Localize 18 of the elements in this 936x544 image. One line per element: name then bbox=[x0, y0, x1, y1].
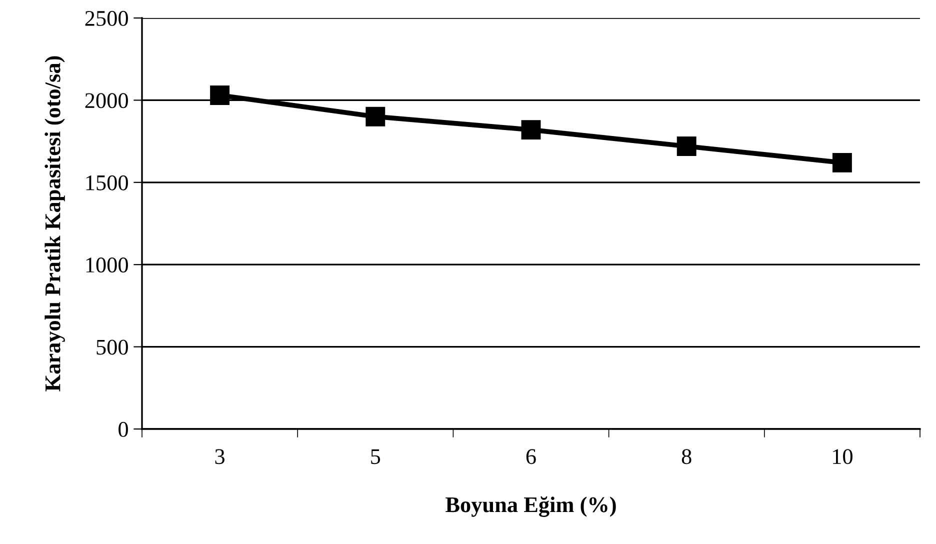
point bbox=[521, 120, 541, 140]
point bbox=[366, 106, 386, 126]
y-tick-label: 500 bbox=[96, 340, 128, 355]
x-tick-label: 6 bbox=[526, 449, 536, 464]
y-tick-label: 1500 bbox=[86, 175, 128, 190]
x-axis-title: Boyuna Eğim (%) bbox=[446, 496, 616, 517]
x-tick-label: 3 bbox=[215, 449, 224, 464]
point bbox=[676, 136, 696, 156]
x-tick-label: 10 bbox=[833, 449, 852, 464]
x-tick-label: 5 bbox=[371, 449, 380, 464]
point bbox=[210, 86, 230, 105]
y-tick-label: 2500 bbox=[85, 10, 128, 26]
y-tick-label: 0 bbox=[118, 422, 128, 437]
y-axis-title: Karayolu Pratik Kapasitesi (oto/sa) bbox=[44, 56, 65, 392]
point bbox=[832, 152, 852, 172]
x-tick-label: 8 bbox=[682, 449, 692, 464]
y-tick-label: 2000 bbox=[85, 93, 128, 108]
y-tick-label: 1000 bbox=[86, 258, 128, 273]
